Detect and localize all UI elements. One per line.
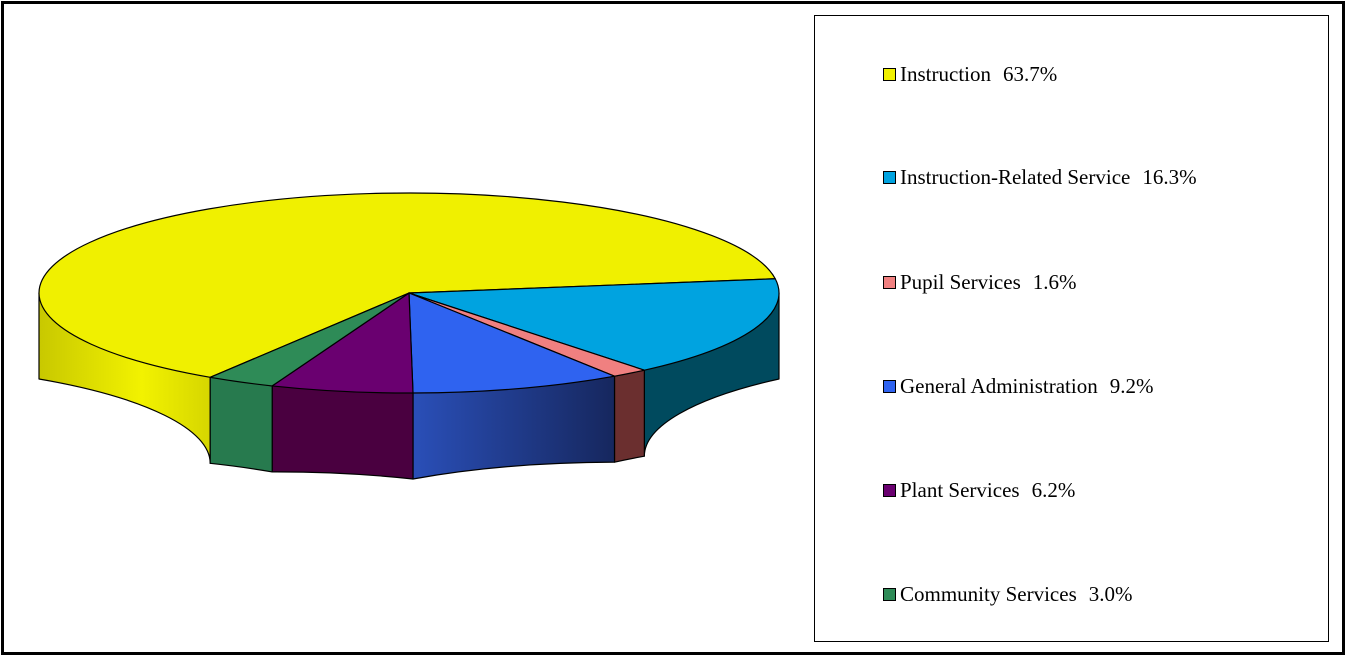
legend-swatch — [883, 483, 896, 497]
pie-slice-instruction-related-service — [408, 278, 780, 371]
pie-side-plant-services — [271, 385, 414, 480]
legend-swatch — [883, 379, 896, 393]
legend-item-general-administration: General Administration 9.2% — [883, 373, 1153, 399]
legend-value: 6.2% — [1031, 477, 1076, 502]
legend-value: 9.2% — [1109, 373, 1154, 398]
legend-value: 16.3% — [1142, 164, 1197, 189]
pie-slice-plant-services — [271, 292, 414, 394]
legend-label: Plant Services — [900, 477, 1020, 502]
legend-item-instruction-related-service: Instruction-Related Service 16.3% — [883, 164, 1197, 190]
pie-chart — [38, 192, 780, 480]
legend-label: Instruction-Related Service — [900, 164, 1131, 189]
legend-label: Pupil Services — [900, 269, 1021, 294]
legend: Instruction 63.7% Instruction-Related Se… — [814, 15, 1329, 642]
legend-value: 1.6% — [1032, 269, 1077, 294]
legend-value: 3.0% — [1088, 581, 1133, 606]
legend-item-pupil-services: Pupil Services 1.6% — [883, 269, 1077, 295]
pie-slice-general-administration — [408, 292, 616, 394]
legend-swatch — [883, 275, 896, 289]
legend-label: Community Services — [900, 581, 1077, 606]
pie-slice-instruction — [38, 192, 776, 378]
legend-item-instruction: Instruction 63.7% — [883, 61, 1057, 87]
pie-side-community-services — [209, 376, 273, 473]
legend-item-community-services: Community Services 3.0% — [883, 581, 1133, 607]
legend-value: 63.7% — [1002, 61, 1058, 86]
legend-label: General Administration — [900, 373, 1098, 398]
pie-slice-community-services — [209, 292, 410, 387]
legend-swatch — [883, 170, 896, 184]
legend-item-plant-services: Plant Services 6.2% — [883, 477, 1075, 503]
legend-label: Instruction — [900, 61, 991, 86]
legend-swatch — [883, 67, 896, 81]
legend-swatch — [883, 587, 896, 601]
pie-side-pupil-services — [613, 369, 645, 463]
